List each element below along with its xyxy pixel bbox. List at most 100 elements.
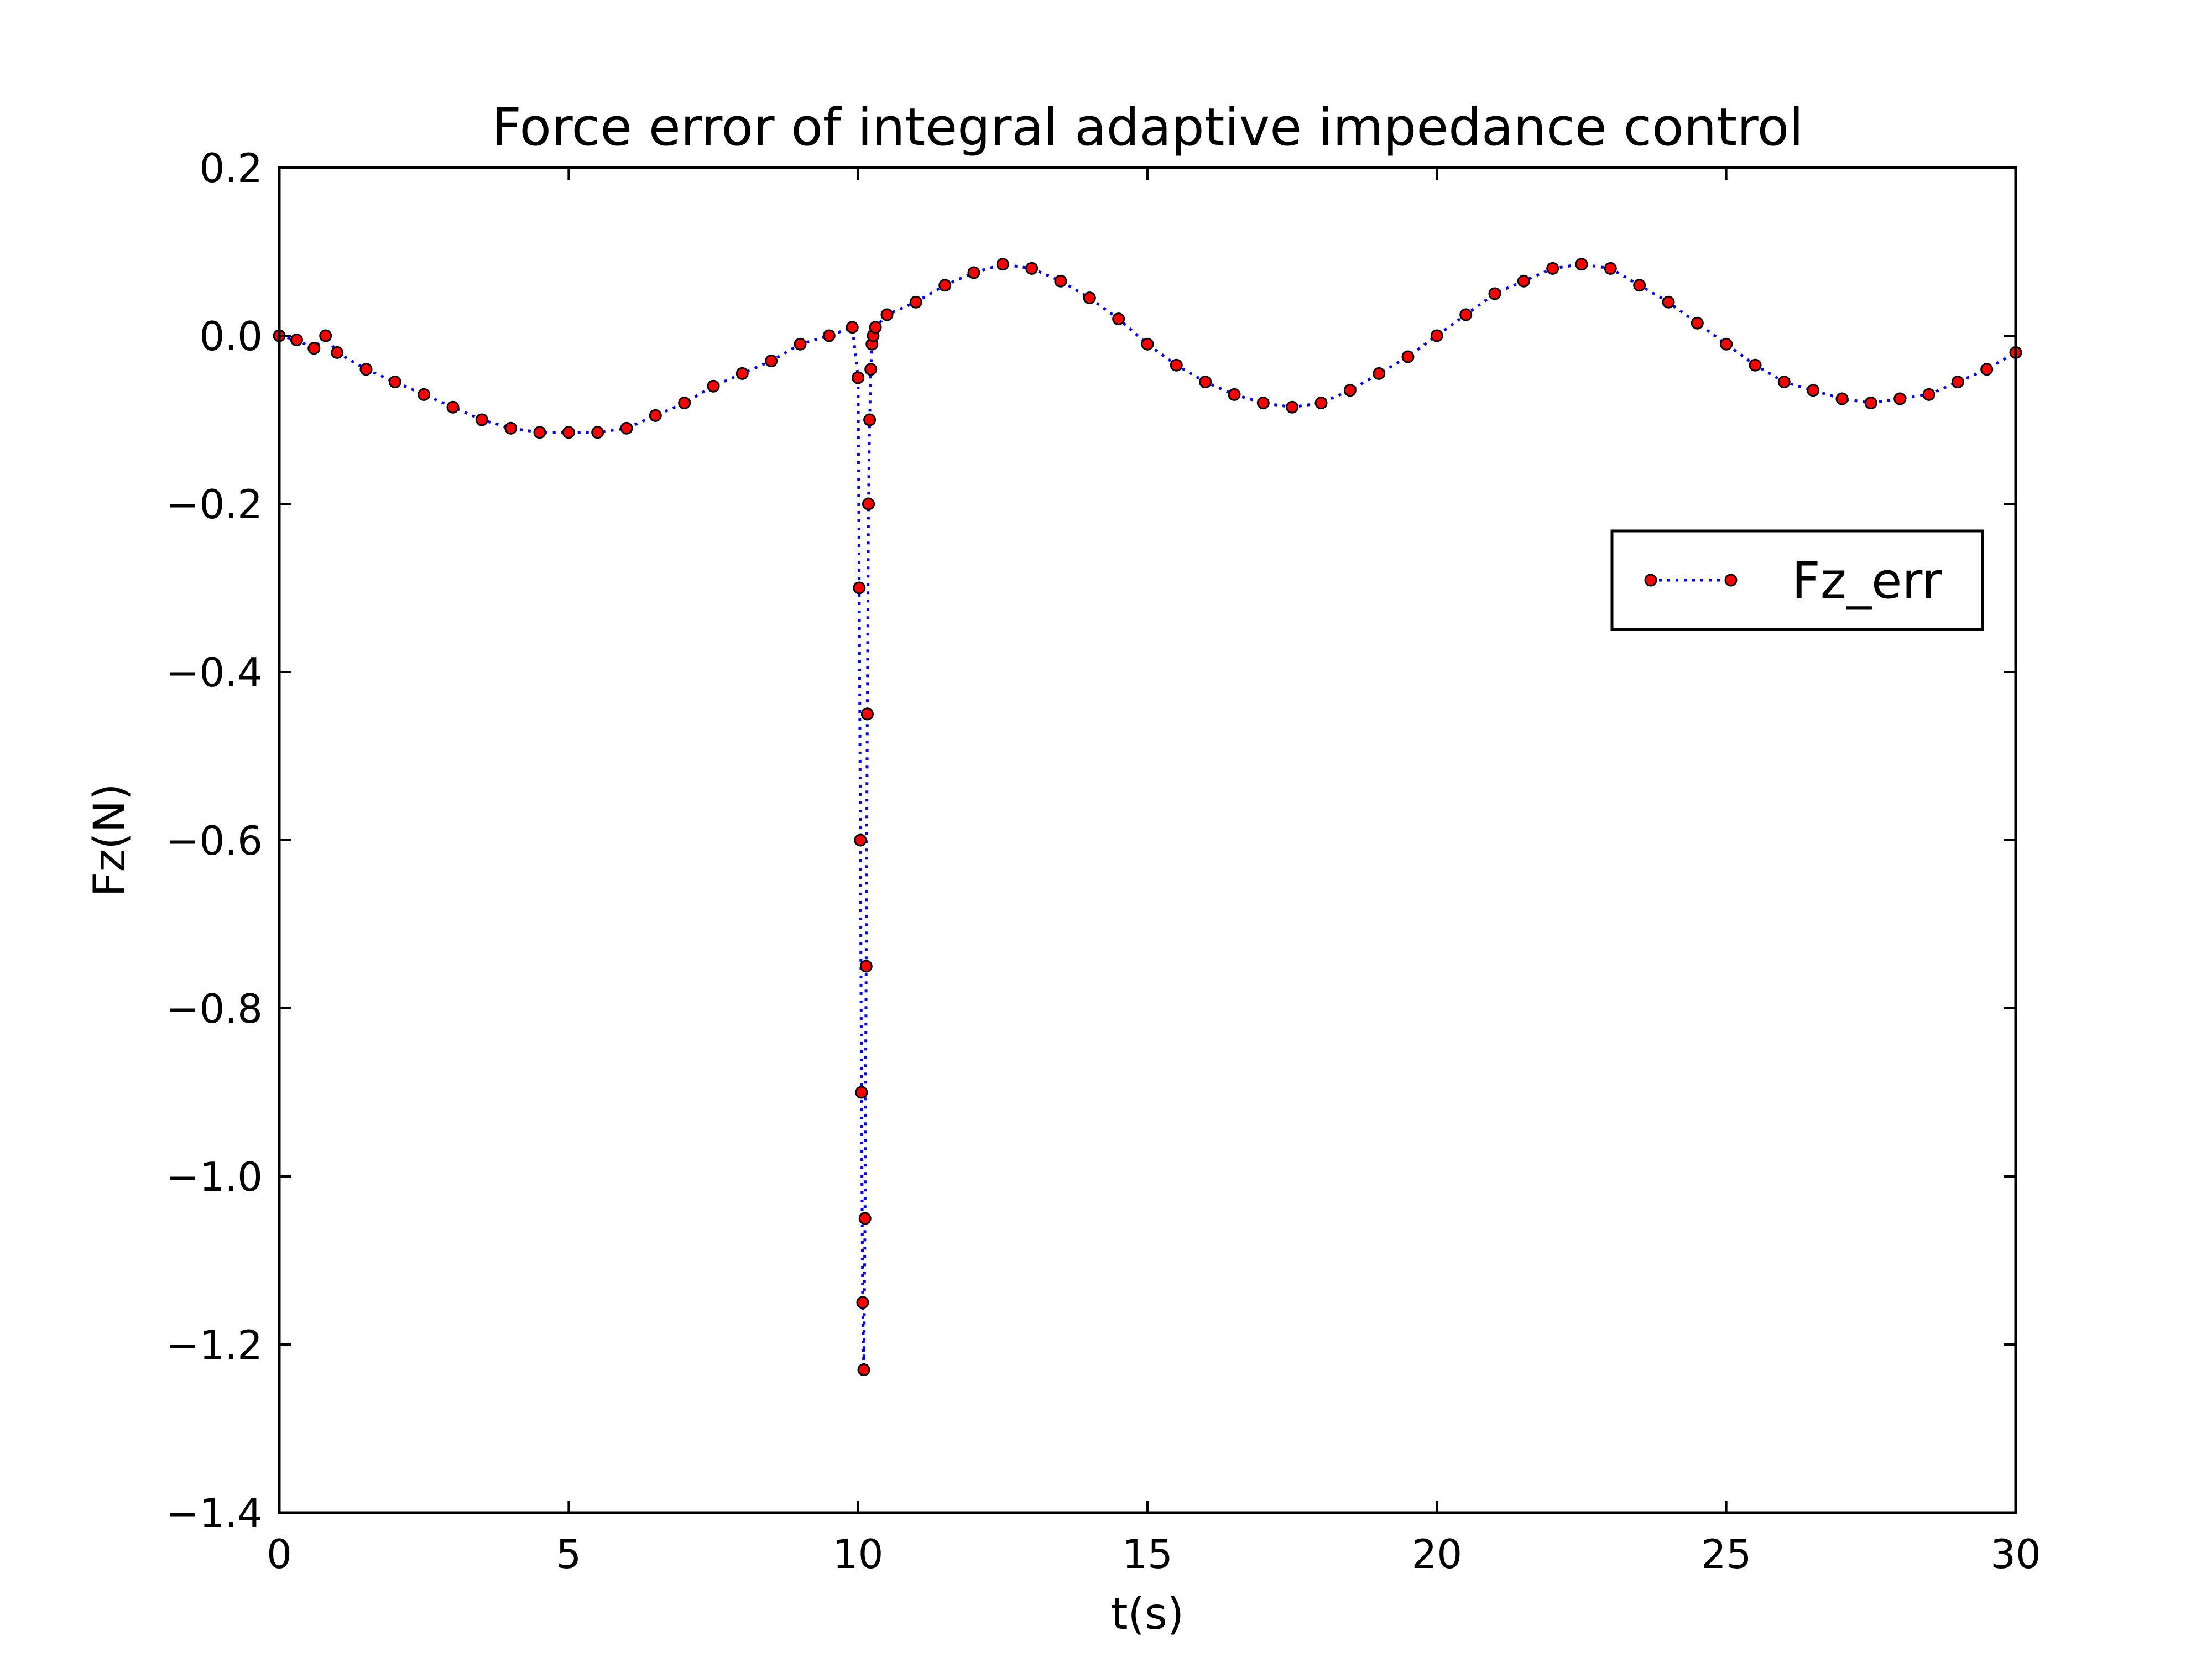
data-point [880, 308, 894, 321]
y-tick-label: −0.4 [166, 649, 263, 696]
data-point [446, 400, 460, 414]
data-point [855, 1086, 868, 1099]
data-point [1401, 350, 1415, 363]
legend: Fz_err [1610, 529, 1984, 631]
data-point [1025, 262, 1039, 275]
data-point [1343, 384, 1357, 397]
data-point [1112, 312, 1125, 326]
y-tick-label: −0.2 [166, 481, 263, 528]
data-point [856, 1296, 869, 1309]
data-point [1922, 388, 1936, 401]
data-point [1141, 337, 1154, 351]
data-point [388, 376, 401, 389]
data-point [1170, 358, 1183, 372]
data-point [418, 388, 431, 401]
x-axis-label: t(s) [1111, 1590, 1184, 1639]
data-point [1546, 262, 1559, 275]
data-point [967, 266, 980, 279]
data-point [1980, 363, 1994, 376]
data-point [860, 707, 874, 721]
data-point [1488, 287, 1501, 300]
y-tick-label: 0.2 [199, 145, 263, 191]
data-point [707, 379, 720, 393]
x-tick-label: 15 [1122, 1531, 1173, 1577]
data-point [1228, 388, 1241, 401]
data-point [1430, 329, 1443, 342]
data-point [319, 329, 332, 342]
x-tick-label: 5 [556, 1531, 581, 1577]
y-tick-label: 0.0 [199, 313, 263, 360]
plot-area [273, 258, 2022, 1377]
data-point [846, 321, 859, 334]
data-point [1662, 295, 1675, 309]
data-point [1691, 316, 1704, 330]
x-tick-label: 30 [1990, 1531, 2041, 1577]
data-point [1864, 397, 1877, 410]
x-tick-label: 20 [1412, 1531, 1463, 1577]
y-tick-label: −1.0 [166, 1154, 263, 1200]
data-point [858, 1212, 872, 1225]
legend-marker [1724, 574, 1738, 587]
y-tick-label: −0.6 [166, 817, 263, 864]
y-tick-label: −0.8 [166, 986, 263, 1032]
data-point [1373, 367, 1386, 380]
y-axis-label: Fz(N) [85, 783, 135, 897]
data-point [1835, 392, 1849, 405]
legend-label: Fz_err [1792, 552, 1942, 610]
data-point [857, 1363, 870, 1377]
x-tick-label: 0 [267, 1531, 292, 1577]
data-point [862, 497, 875, 510]
x-tick-label: 25 [1701, 1531, 1752, 1577]
data-point [1054, 274, 1067, 288]
y-tick-label: −1.2 [166, 1322, 263, 1368]
chart-title: Force error of integral adaptive impedan… [492, 97, 1804, 158]
data-point [909, 295, 922, 309]
data-point [678, 397, 691, 410]
data-point [1893, 392, 1907, 405]
data-point [1604, 262, 1617, 275]
data-point [852, 371, 865, 384]
data-point [864, 363, 878, 376]
data-point [1517, 274, 1530, 288]
data-point [359, 363, 373, 376]
x-tick-label: 10 [833, 1531, 884, 1577]
data-point [1777, 376, 1791, 389]
data-point [1633, 279, 1646, 292]
data-point [1199, 376, 1212, 389]
data-point [765, 355, 778, 368]
y-axis: 0.2 0.0 −0.2 −0.4 −0.6 −0.8 −1.0 −1.2 −1.4 [166, 145, 2016, 1536]
data-point [1083, 291, 1096, 305]
data-point [854, 833, 867, 847]
data-point [1256, 397, 1270, 410]
legend-box [1610, 529, 1984, 631]
data-point [1807, 384, 1820, 397]
data-point [853, 581, 866, 595]
data-point [290, 334, 303, 347]
data-point [562, 426, 575, 439]
data-point [1749, 358, 1762, 372]
data-point [859, 960, 873, 973]
data-point [504, 421, 518, 435]
data-point [996, 258, 1009, 271]
data-point [869, 321, 882, 334]
data-point [822, 329, 836, 342]
data-point [863, 413, 877, 426]
data-point [533, 426, 546, 439]
data-point [1314, 397, 1328, 410]
data-point [1720, 337, 1733, 351]
y-tick-label: −1.4 [166, 1490, 263, 1536]
legend-marker [1644, 574, 1657, 587]
series-line-Fz_err [279, 263, 2017, 1370]
data-point [1575, 258, 1588, 271]
data-point [1286, 400, 1299, 414]
data-point [1951, 376, 1964, 389]
data-point [620, 421, 633, 435]
data-point [938, 279, 952, 292]
data-point [1459, 308, 1473, 321]
data-point [331, 346, 344, 359]
data-point [591, 426, 604, 439]
data-point [735, 367, 749, 380]
data-point [794, 337, 807, 351]
